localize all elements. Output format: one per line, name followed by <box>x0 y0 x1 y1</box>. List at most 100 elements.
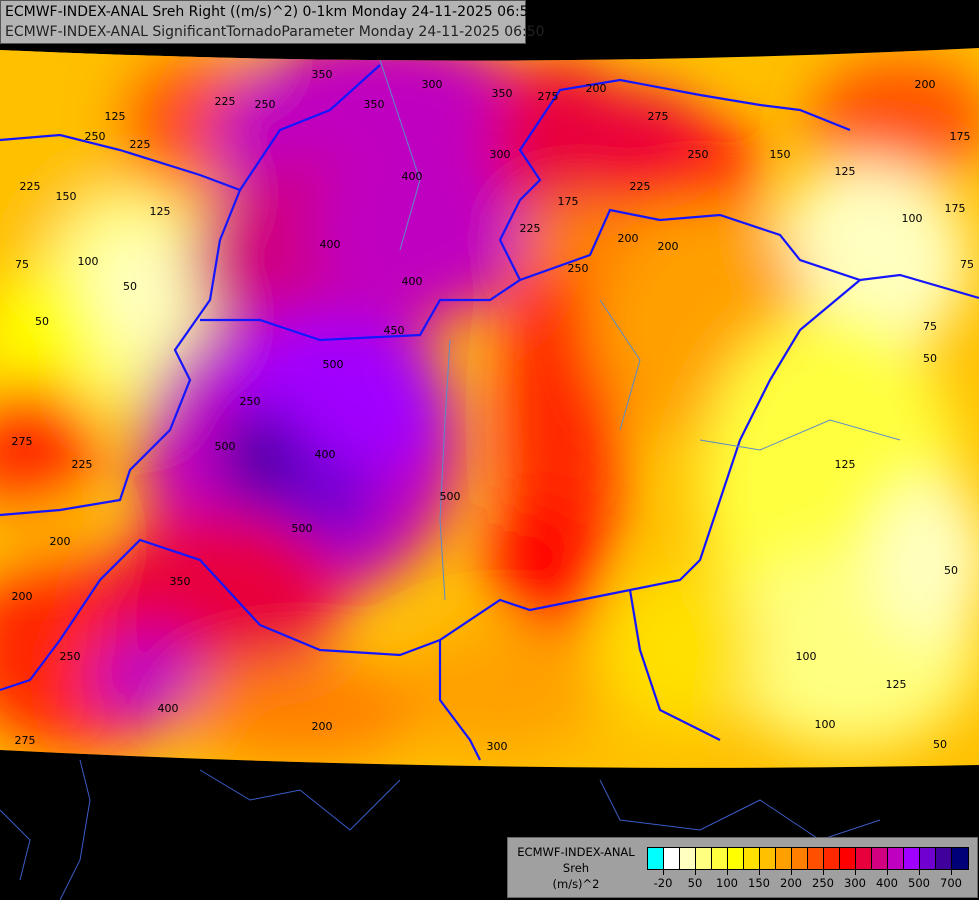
contour-label: 300 <box>490 148 511 161</box>
legend-swatch <box>648 848 664 869</box>
border-line <box>200 208 979 342</box>
legend-tick <box>759 869 760 875</box>
contour-label: 50 <box>123 280 137 293</box>
contour-label: 400 <box>320 238 341 251</box>
field-region <box>770 160 970 360</box>
contour-label: 225 <box>130 138 151 151</box>
legend-variable: Sreh <box>562 861 590 875</box>
legend-tick-label: 400 <box>876 876 898 890</box>
field-region <box>870 480 979 640</box>
legend-swatch <box>744 848 760 869</box>
contour-label: 75 <box>960 258 974 271</box>
title-box: ECMWF-INDEX-ANAL Sreh Right ((m/s)^2) 0-… <box>0 0 545 44</box>
legend-swatch <box>824 848 840 869</box>
contour-label: 200 <box>312 720 333 733</box>
contour-label: 50 <box>35 315 49 328</box>
contour-label: 100 <box>902 212 923 225</box>
legend-tick <box>823 869 824 875</box>
legend-swatch <box>888 848 904 869</box>
legend-swatch <box>712 848 728 869</box>
contour-label: 125 <box>886 678 907 691</box>
contour-label: 100 <box>796 650 817 663</box>
contour-label: 500 <box>215 440 236 453</box>
legend-tick <box>919 869 920 875</box>
contour-label: 400 <box>402 170 423 183</box>
contour-label: 250 <box>568 262 589 275</box>
contour-label: 125 <box>150 205 171 218</box>
contour-label: 50 <box>923 352 937 365</box>
legend-swatch <box>904 848 920 869</box>
legend-tick <box>951 869 952 875</box>
contour-label: 350 <box>492 87 513 100</box>
legend-swatch <box>936 848 952 869</box>
contour-label: 250 <box>688 148 709 161</box>
legend-unit: (m/s)^2 <box>552 877 600 891</box>
legend-swatch <box>840 848 856 869</box>
contour-label: 275 <box>12 435 33 448</box>
contour-label: 300 <box>487 740 508 753</box>
legend-tick-label: -20 <box>653 876 673 890</box>
field-region <box>180 660 420 760</box>
contour-label: 175 <box>945 202 966 215</box>
field-region <box>310 140 530 320</box>
legend-swatch <box>728 848 744 869</box>
field-region <box>490 500 590 620</box>
legend-tick <box>855 869 856 875</box>
legend-tick <box>727 869 728 875</box>
legend-tick-label: 250 <box>812 876 834 890</box>
title-line-1: ECMWF-INDEX-ANAL Sreh Right ((m/s)^2) 0-… <box>5 4 538 20</box>
border-line <box>239 64 381 191</box>
legend-tick-label: 500 <box>908 876 930 890</box>
border-line <box>498 78 851 281</box>
border-line <box>379 59 901 601</box>
contour-label: 350 <box>170 575 191 588</box>
contour-label: 200 <box>586 82 607 95</box>
legend-tick <box>695 869 696 875</box>
contour-label: 275 <box>648 110 669 123</box>
field-region <box>400 630 600 750</box>
contour-label: 125 <box>835 165 856 178</box>
contour-label: 250 <box>60 650 81 663</box>
field-region <box>90 230 190 350</box>
field-region <box>810 60 979 180</box>
field-region <box>90 630 210 730</box>
legend-swatch <box>808 848 824 869</box>
contour-label: 275 <box>15 734 36 747</box>
contour-label: 75 <box>923 320 937 333</box>
contour-label: 150 <box>56 190 77 203</box>
legend-swatch <box>792 848 808 869</box>
contour-label: 400 <box>315 448 336 461</box>
contour-label: 125 <box>835 458 856 471</box>
legend-tick <box>791 869 792 875</box>
contour-label: 175 <box>558 195 579 208</box>
legend-model: ECMWF-INDEX-ANAL <box>517 845 635 859</box>
contour-label: 500 <box>323 358 344 371</box>
field-region <box>520 200 640 280</box>
contour-label: 275 <box>538 90 559 103</box>
border-line <box>628 589 721 741</box>
field-region <box>490 60 630 220</box>
contour-label: 225 <box>20 180 41 193</box>
legend-tick-label: 50 <box>687 876 703 890</box>
contour-label: 75 <box>15 258 29 271</box>
contour-label: 200 <box>50 535 71 548</box>
contour-label: 150 <box>770 148 791 161</box>
contour-label: 225 <box>630 180 651 193</box>
contour-label: 500 <box>292 522 313 535</box>
contour-label: 50 <box>944 564 958 577</box>
contour-label: 400 <box>158 702 179 715</box>
field-region <box>600 570 760 730</box>
contour-label: 500 <box>440 490 461 503</box>
field-region <box>220 410 300 490</box>
color-legend: ECMWF-INDEX-ANAL Sreh (m/s)^2 -20 50 100 15… <box>507 837 978 898</box>
contour-label: 225 <box>520 222 541 235</box>
contour-label: 225 <box>72 458 93 471</box>
contour-label: 450 <box>384 324 405 337</box>
legend-swatch <box>680 848 696 869</box>
field-region <box>580 90 700 170</box>
contour-label: 200 <box>618 232 639 245</box>
contour-label: 250 <box>255 98 276 111</box>
